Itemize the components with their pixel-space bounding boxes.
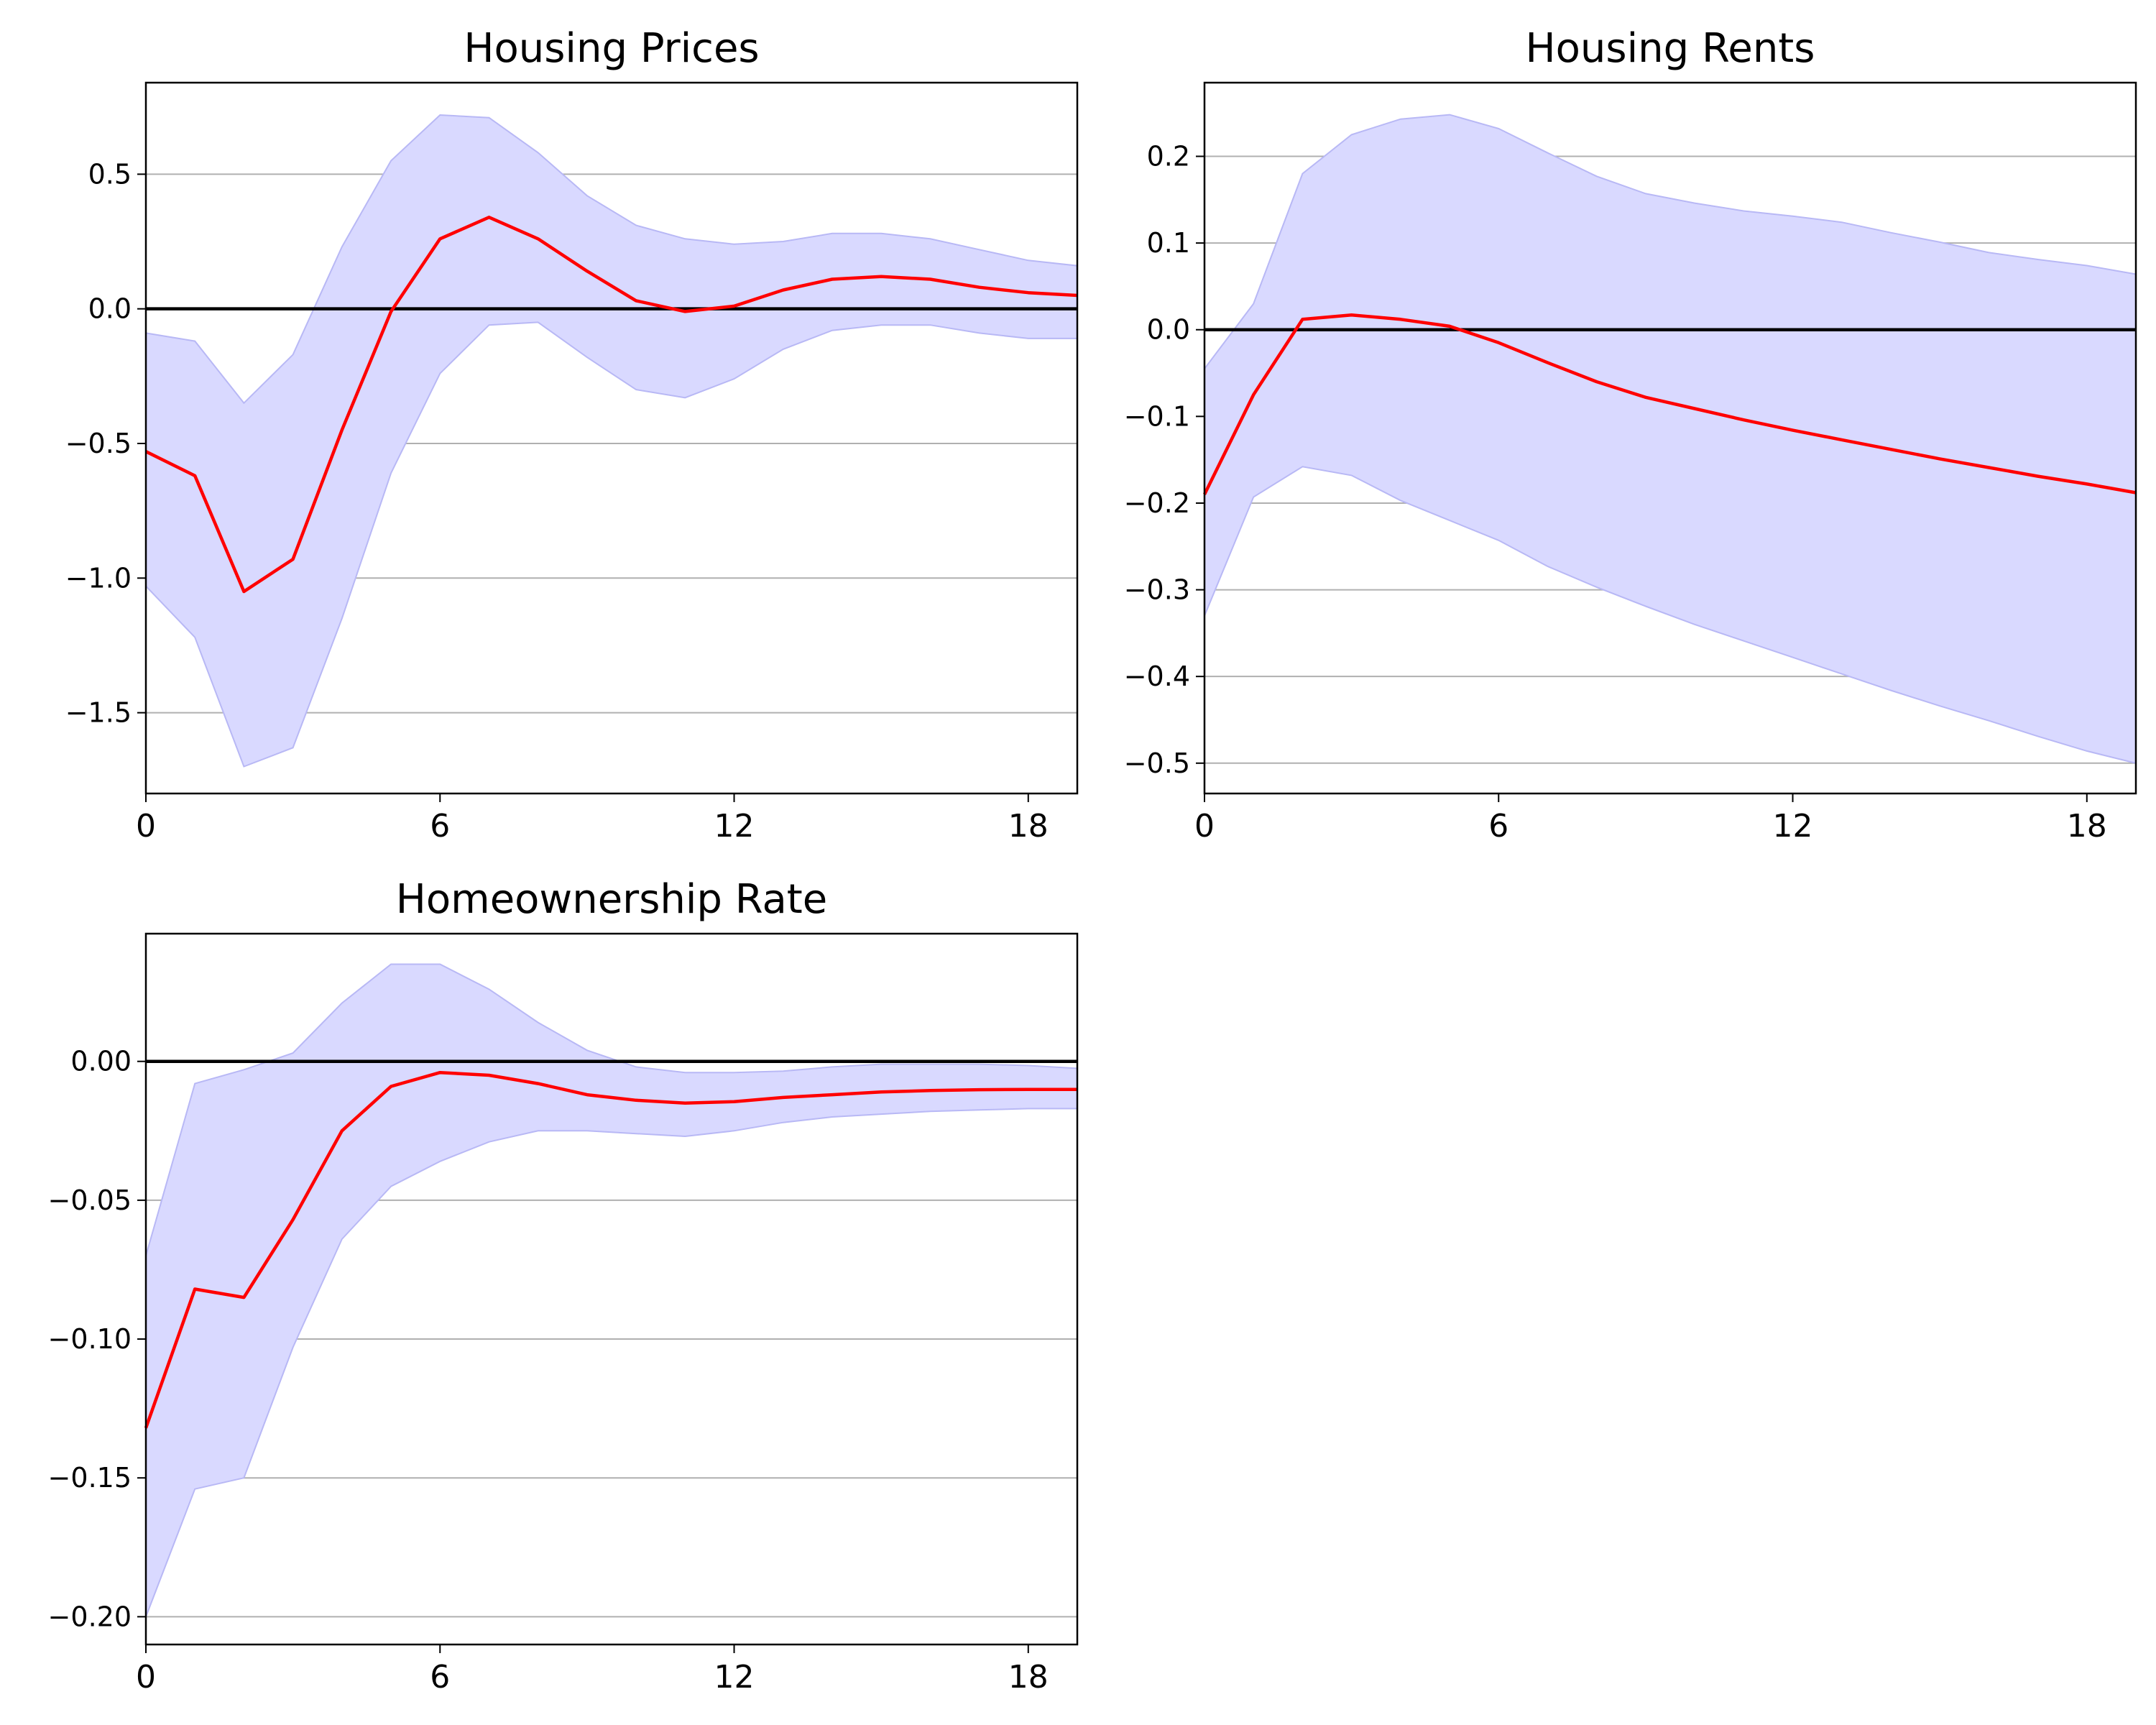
- x-tick-label: 0: [136, 808, 156, 845]
- y-tick-label: 0.00: [70, 1046, 132, 1077]
- x-tick-label: 18: [1008, 808, 1049, 845]
- x-tick-label: 6: [430, 1659, 450, 1696]
- panel-title: Housing Rents: [1526, 25, 1815, 72]
- y-tick-label: −1.0: [65, 562, 132, 594]
- response-line: [145, 216, 1078, 594]
- panel-homeownership-rate: Homeownership Rate 0.00 −0.05 −0.10 −0.15 −0…: [48, 876, 1079, 1696]
- panel-title: Homeownership Rate: [396, 876, 827, 923]
- y-tick-label: 0.1: [1147, 227, 1190, 259]
- x-tick-label: 6: [1488, 808, 1508, 845]
- y-tick-label: −0.15: [48, 1462, 132, 1494]
- x-tick-label: 18: [1008, 1659, 1049, 1696]
- panel-housing-rents: Housing Rents 0.2 0.1 0.0 −0.1 −0.2 −0.3 −0.4 −…: [1124, 25, 2137, 845]
- response-line: [144, 1070, 1077, 1429]
- y-tick-label: −0.05: [48, 1184, 132, 1216]
- x-tick-label: 12: [714, 808, 755, 845]
- y-tick-label: 0.0: [1147, 314, 1190, 346]
- x-tick-label: 0: [1194, 808, 1215, 845]
- axes-frame: [144, 932, 1079, 1646]
- x-tick-label: 12: [714, 1659, 755, 1696]
- y-tick-label: −0.2: [1124, 487, 1190, 519]
- y-tick-label: −0.4: [1124, 661, 1190, 692]
- y-tick-label: −0.10: [48, 1323, 132, 1355]
- x-tick-label: 18: [2067, 808, 2107, 845]
- y-tick-label: −0.20: [48, 1601, 132, 1632]
- y-tick-label: −0.5: [65, 428, 132, 459]
- axes-frame: [1203, 81, 2137, 795]
- panel-title: Housing Prices: [464, 25, 759, 72]
- y-tick-label: −1.5: [65, 697, 132, 729]
- y-tick-label: −0.1: [1124, 400, 1190, 432]
- y-tick-label: −0.3: [1124, 574, 1190, 606]
- x-tick-label: 6: [430, 808, 450, 845]
- response-line: [1202, 313, 2137, 495]
- panel-housing-prices: Housing Prices 0.5 0.0 −0.5 −1.0 −1.5 0 6 12 18: [65, 25, 1079, 845]
- x-tick-label: 0: [136, 1659, 156, 1696]
- y-tick-label: 0.2: [1147, 141, 1190, 172]
- y-tick-label: −0.5: [1124, 748, 1190, 779]
- y-tick-label: 0.0: [88, 293, 132, 325]
- axes-frame: [144, 81, 1079, 795]
- x-tick-label: 12: [1773, 808, 1813, 845]
- y-tick-label: 0.5: [88, 158, 132, 190]
